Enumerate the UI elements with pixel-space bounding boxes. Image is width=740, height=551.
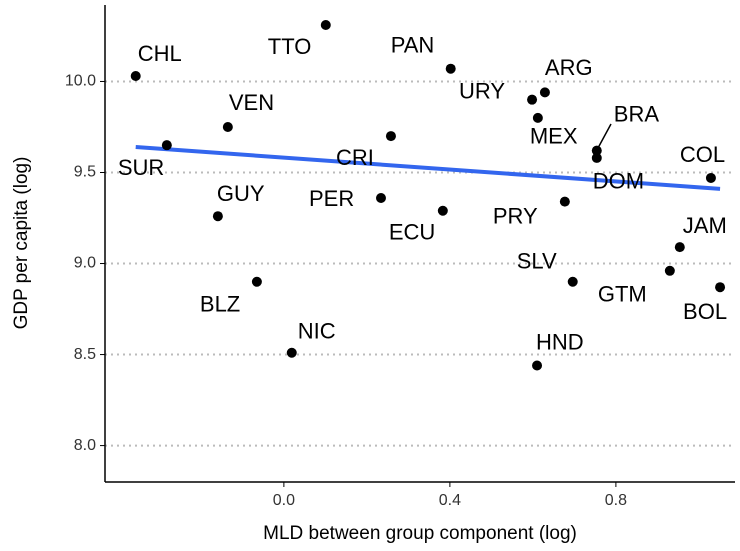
point-label: HND (536, 329, 584, 354)
trend-line (135, 145, 721, 191)
point-label: CRI (336, 145, 374, 170)
x-tick-label: 0.4 (439, 492, 461, 509)
point (591, 145, 602, 156)
point (705, 172, 716, 183)
point (532, 112, 543, 123)
point (385, 131, 396, 142)
y-axis-title: GDP per capita (log) (11, 157, 32, 330)
point-label: MEX (530, 124, 578, 149)
point (320, 20, 331, 31)
point (437, 205, 448, 216)
point (212, 211, 223, 222)
point-label: BRA (614, 101, 660, 126)
point (674, 242, 685, 253)
point-label: SLV (517, 249, 557, 274)
x-tick-label: 0.8 (605, 492, 627, 509)
x-axis-title: MLD between group component (log) (263, 523, 577, 544)
point-label: ECU (389, 220, 435, 245)
y-tick-label: 8.0 (74, 437, 96, 454)
point (559, 196, 570, 207)
y-tick-label: 9.0 (74, 255, 96, 272)
point-label: ARG (545, 55, 593, 80)
point (715, 282, 726, 293)
point-label: COL (680, 142, 725, 167)
point-label: TTO (268, 34, 312, 59)
point (161, 140, 172, 151)
point-label: GUY (217, 181, 265, 206)
point-label: JAM (683, 213, 727, 238)
point (532, 360, 543, 371)
point (539, 87, 550, 98)
point (130, 71, 141, 82)
point-label: DOM (593, 169, 644, 194)
point (445, 63, 456, 74)
point (375, 192, 386, 203)
point (222, 121, 233, 132)
point (286, 347, 297, 358)
point-label: CHL (138, 41, 182, 66)
point-label: VEN (229, 90, 274, 115)
point (251, 276, 262, 287)
point (527, 94, 538, 105)
point-label: URY (459, 78, 505, 103)
point-label: PER (309, 186, 354, 211)
point-label: PRY (493, 203, 538, 228)
point-label: GTM (598, 282, 647, 307)
y-tick-label: 9.5 (74, 164, 96, 181)
y-tick-label: 8.5 (74, 346, 96, 363)
point (664, 265, 675, 276)
point (591, 152, 602, 163)
point-label: PAN (391, 33, 435, 58)
point-label: BOL (683, 299, 727, 324)
point-label: NIC (298, 319, 336, 344)
point-label: SUR (118, 155, 164, 180)
x-tick-label: 0.0 (273, 492, 295, 509)
leader-line (597, 123, 612, 149)
point (567, 276, 578, 287)
y-tick-label: 10.0 (65, 73, 96, 90)
point-label: BLZ (200, 292, 240, 317)
